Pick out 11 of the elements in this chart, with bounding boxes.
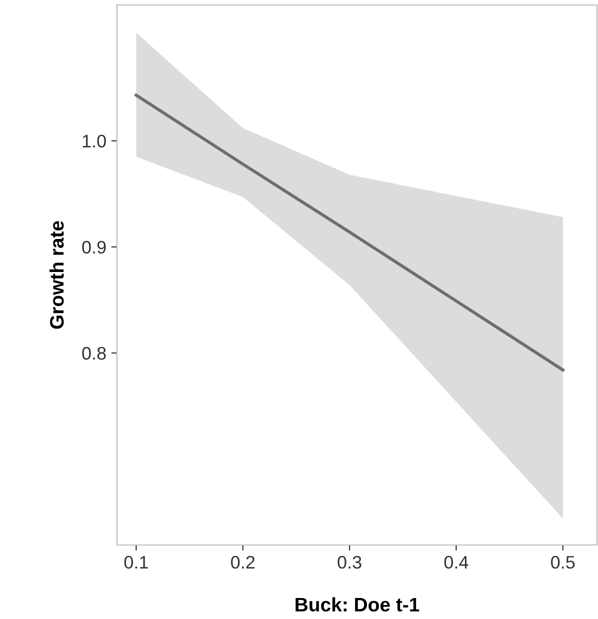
x-tick-label: 0.5 bbox=[551, 556, 575, 569]
x-tick-label: 0.2 bbox=[231, 556, 255, 569]
x-tick-label: 0.1 bbox=[124, 556, 148, 569]
x-tick-label: 0.4 bbox=[444, 556, 468, 569]
x-tick-label: 0.3 bbox=[338, 556, 362, 569]
x-axis-title: Buck: Doe t-1 bbox=[296, 597, 420, 612]
y-axis-title: Growth rate bbox=[49, 221, 64, 329]
y-tick-label: 0.9 bbox=[82, 240, 106, 254]
y-tick-label: 1.0 bbox=[82, 134, 106, 148]
y-tick-label: 0.8 bbox=[82, 346, 106, 360]
line-series bbox=[134, 94, 564, 372]
